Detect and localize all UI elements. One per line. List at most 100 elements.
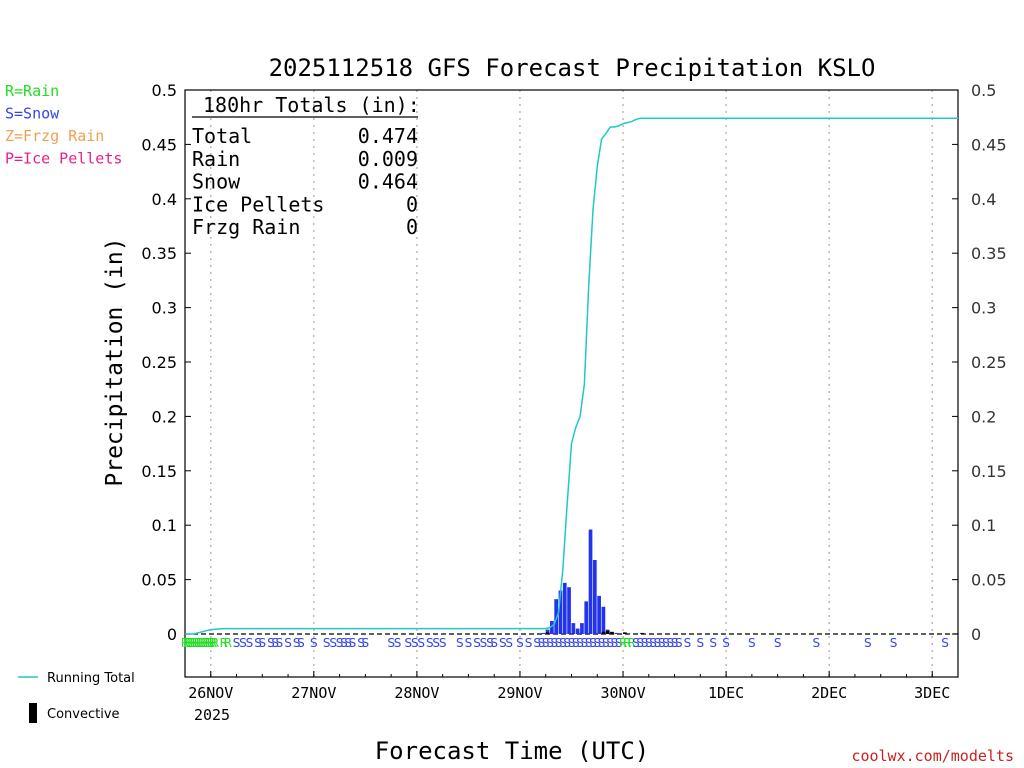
- convective-swatch: [29, 703, 37, 723]
- precip-type-mark: S: [890, 636, 898, 650]
- precip-type-mark: S: [267, 636, 275, 650]
- precip-type-mark: S: [864, 636, 872, 650]
- precip-type-mark: S: [340, 636, 348, 650]
- precip-type-mark: R: [209, 636, 217, 650]
- precip-bar: [571, 623, 576, 634]
- precip-type-mark: S: [505, 636, 513, 650]
- precip-type-mark: R: [185, 636, 193, 650]
- y-tick-label-left: 0.2: [152, 407, 177, 426]
- precip-type-mark: S: [563, 636, 571, 650]
- precip-type-mark: S: [499, 636, 507, 650]
- x-tick-label: 3DEC: [914, 684, 950, 702]
- precip-bar: [601, 606, 606, 634]
- precip-type-mark: S: [748, 636, 756, 650]
- precip-type-mark: R: [219, 636, 227, 650]
- precip-type-mark: S: [533, 636, 541, 650]
- precip-type-mark: S: [812, 636, 820, 650]
- precip-type-mark: S: [284, 636, 292, 650]
- precip-type-mark: S: [568, 636, 576, 650]
- running-total-line: [185, 117, 958, 635]
- precip-type-mark: S: [480, 636, 488, 650]
- precip-type-mark: S: [357, 636, 365, 650]
- precip-type-mark: S: [671, 636, 679, 650]
- precip-type-mark: S: [675, 636, 683, 650]
- precip-type-mark: R: [194, 636, 202, 650]
- precip-type-mark: R: [189, 636, 197, 650]
- y-tick-label-left: 0.5: [152, 81, 177, 100]
- totals-row-value: 0.474: [358, 124, 418, 148]
- totals-row-label: Frzg Rain: [192, 215, 300, 239]
- precip-type-mark: S: [233, 636, 241, 650]
- legend-type-entry: R=Rain: [5, 82, 59, 100]
- precip-type-mark: S: [546, 636, 554, 650]
- precip-bar: [575, 628, 580, 634]
- precip-type-mark: S: [636, 636, 644, 650]
- precip-bar: [562, 582, 567, 634]
- precip-type-mark: S: [658, 636, 666, 650]
- precip-type-mark: S: [662, 636, 670, 650]
- precip-bar: [580, 623, 584, 634]
- y-tick-label-right: 0: [971, 625, 981, 644]
- precip-type-mark: S: [632, 636, 640, 650]
- precip-type-mark: S: [276, 636, 284, 650]
- precip-type-mark: R: [619, 636, 627, 650]
- x-tick-label: 28NOV: [394, 684, 439, 702]
- precip-type-mark: R: [192, 636, 200, 650]
- precip-type-mark: S: [585, 636, 593, 650]
- y-tick-label-right: 0.1: [971, 516, 996, 535]
- precip-type-mark: S: [297, 636, 305, 650]
- precip-type-mark: S: [394, 636, 402, 650]
- y-tick-label-left: 0.35: [141, 244, 177, 263]
- precip-type-mark: S: [310, 636, 318, 650]
- plot-frame: [184, 89, 959, 678]
- precip-type-mark: S: [666, 636, 674, 650]
- precip-type-mark: R: [204, 636, 212, 650]
- precip-type-mark: S: [581, 636, 589, 650]
- x-tick-label: 30NOV: [600, 684, 645, 702]
- watermark: coolwx.com/modelts: [851, 747, 1014, 765]
- precip-type-mark: S: [465, 636, 473, 650]
- precip-bar: [550, 620, 554, 634]
- precip-type-mark: S: [246, 636, 254, 650]
- precip-bar: [597, 595, 601, 634]
- totals-row-value: 0: [406, 215, 418, 239]
- precip-type-mark: R: [623, 636, 631, 650]
- precip-type-mark: S: [559, 636, 567, 650]
- precip-type-mark: R: [202, 636, 210, 650]
- precip-type-mark: S: [598, 636, 606, 650]
- precip-type-mark: S: [490, 636, 498, 650]
- legend-type-entry: S=Snow: [5, 105, 60, 123]
- totals-row-label: Rain: [192, 147, 240, 171]
- totals-table: 180hr Totals (in): Total 0.474 Rain 0.009 Sno…: [192, 93, 420, 239]
- y-tick-label-left: 0.05: [141, 571, 177, 590]
- precip-type-mark: S: [645, 636, 653, 650]
- precip-type-mark: S: [323, 636, 331, 650]
- precip-type-mark: S: [432, 636, 440, 650]
- legend: R=Rain S=Snow Z=Frzg Rain P=Ice Pellets Runn…: [5, 82, 135, 723]
- precip-bar: [545, 629, 550, 634]
- precip-type-mark: S: [344, 636, 352, 650]
- precip-bar: [554, 599, 559, 634]
- precip-type-mark: S: [271, 636, 279, 650]
- totals-row-label: Snow: [192, 170, 241, 194]
- y-tick-label-right: 0.45: [971, 135, 1007, 154]
- precip-type-mark: S: [641, 636, 649, 650]
- chart-title: 2025112518 GFS Forecast Precipitation KS…: [269, 54, 876, 82]
- precip-type-mark: R: [198, 636, 206, 650]
- legend-type-entry: P=Ice Pellets: [5, 150, 122, 168]
- precip-type-mark: S: [293, 636, 301, 650]
- precip-bar: [592, 560, 597, 634]
- y-tick-label-left: 0.4: [152, 190, 177, 209]
- precip-bar: [541, 632, 546, 634]
- y-tick-label-left: 0.15: [141, 462, 177, 481]
- precip-type-mark: S: [473, 636, 481, 650]
- x-tick-label: 29NOV: [497, 684, 542, 702]
- precip-type-mark: R: [196, 636, 204, 650]
- precip-type-mark: R: [627, 636, 635, 650]
- precip-type-mark: S: [572, 636, 580, 650]
- y-tick-label-right: 0.3: [971, 299, 996, 318]
- precip-type-mark: S: [611, 636, 619, 650]
- precip-bar: [584, 601, 589, 634]
